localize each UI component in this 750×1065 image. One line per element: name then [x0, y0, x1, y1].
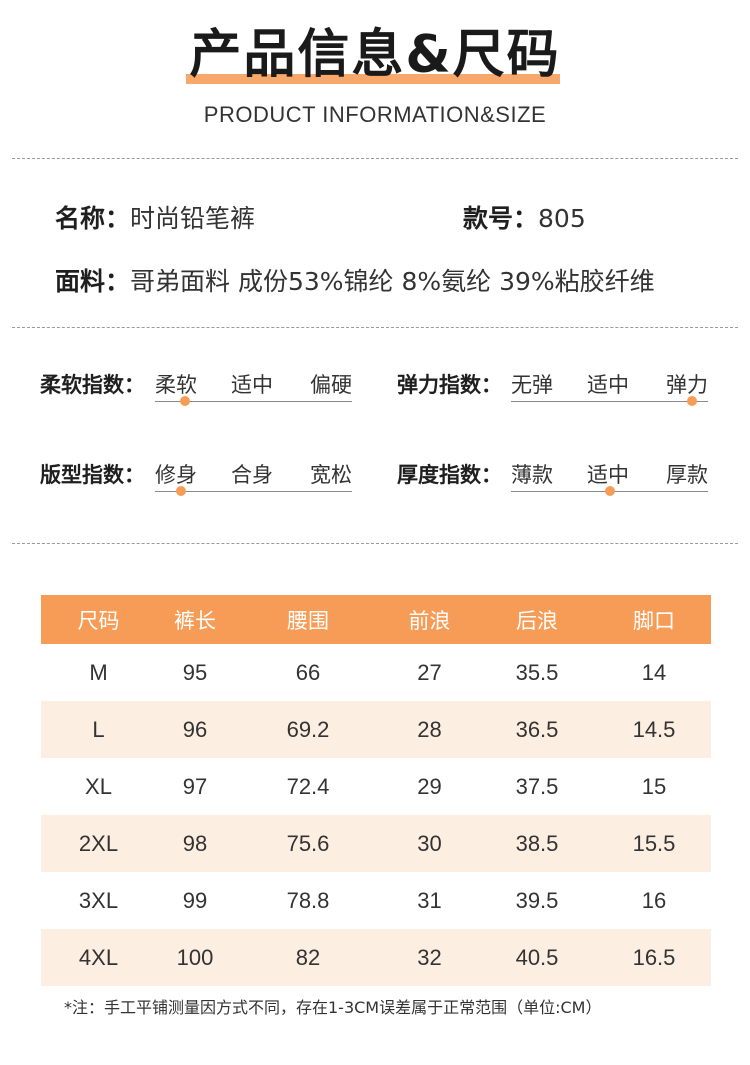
- softness-label: 柔软指数：: [40, 373, 145, 397]
- cell-waist: 78.8: [286, 887, 330, 913]
- divider-1: [12, 158, 738, 159]
- title-underline: [186, 74, 560, 84]
- elasticity-track: [511, 401, 708, 402]
- elasticity-option-3: 弹力: [666, 373, 708, 397]
- cell-back-rise: 40.5: [477, 929, 597, 986]
- fit-label: 版型指数：: [40, 463, 145, 487]
- product-name: 名称：时尚铅笔裤: [55, 199, 255, 235]
- fabric-key: 面料：: [55, 267, 131, 296]
- elasticity-indicator-dot: [687, 396, 698, 406]
- fit-option-2: 合身: [231, 463, 273, 487]
- cell-front-rise: 30: [382, 815, 477, 872]
- divider-2: [12, 327, 738, 328]
- cell-leg-opening: 14.5: [597, 701, 711, 758]
- cell-front-rise: 32: [382, 929, 477, 986]
- elasticity-scale: 无弹 适中 弹力: [511, 369, 708, 409]
- table-row: M 95 66 27 35.5 14: [41, 644, 711, 701]
- cell-waist: 72.4: [286, 773, 330, 799]
- table-row: 2XL 98 75.6 30 38.5 15.5: [41, 815, 711, 872]
- cell-leg-opening: 14: [641, 659, 667, 685]
- size-table: 尺码 裤长 腰围 前浪 后浪 脚口 M 95 66 27 35.5 14 L 9…: [41, 595, 711, 986]
- cell-size: 4XL: [41, 929, 156, 986]
- elasticity-option-1: 无弹: [511, 373, 553, 397]
- cell-back-rise: 37.5: [515, 773, 559, 799]
- product-name-value: 时尚铅笔裤: [130, 204, 256, 233]
- cell-size: 3XL: [78, 887, 119, 913]
- cell-length: 98: [156, 815, 234, 872]
- cell-waist: 69.2: [234, 701, 382, 758]
- size-table-header: 尺码 裤长 腰围 前浪 后浪 脚口: [41, 595, 711, 644]
- cell-leg-opening: 15: [641, 773, 667, 799]
- softness-indicator-dot: [179, 396, 190, 406]
- cell-waist: 75.6: [234, 815, 382, 872]
- cell-back-rise: 36.5: [477, 701, 597, 758]
- table-row: L 96 69.2 28 36.5 14.5: [41, 701, 711, 758]
- thickness-option-1: 薄款: [511, 463, 553, 487]
- table-row: 3XL 99 78.8 31 39.5 16: [41, 872, 711, 929]
- softness-option-1: 柔软: [155, 373, 197, 397]
- style-number: 款号：805: [463, 199, 586, 235]
- fit-option-3: 宽松: [310, 463, 352, 487]
- cell-front-rise: 29: [417, 773, 442, 799]
- header-front-rise: 前浪: [382, 595, 477, 644]
- cell-back-rise: 39.5: [515, 887, 559, 913]
- thickness-option-2: 适中: [587, 463, 629, 487]
- softness-track: [155, 401, 352, 402]
- fabric-value: 哥弟面料 成份53%锦纶 8%氨纶 39%粘胶纤维: [130, 267, 655, 296]
- softness-option-2: 适中: [231, 373, 273, 397]
- cell-front-rise: 27: [417, 659, 442, 685]
- cell-leg-opening: 16.5: [597, 929, 711, 986]
- page-title: 产品信息&尺码: [189, 25, 561, 85]
- cell-leg-opening: 16: [641, 887, 667, 913]
- table-row: 4XL 100 82 32 40.5 16.5: [41, 929, 711, 986]
- style-number-key: 款号：: [463, 204, 539, 233]
- cell-length: 99: [182, 887, 208, 913]
- fit-indicator-dot: [175, 486, 186, 496]
- cell-length: 100: [156, 929, 234, 986]
- style-number-value: 805: [538, 204, 586, 233]
- header-leg-opening: 脚口: [597, 595, 711, 644]
- elasticity-option-2: 适中: [587, 373, 629, 397]
- cell-waist: 82: [234, 929, 382, 986]
- cell-length: 96: [156, 701, 234, 758]
- cell-size: 2XL: [41, 815, 156, 872]
- cell-front-rise: 31: [417, 887, 442, 913]
- cell-front-rise: 28: [382, 701, 477, 758]
- cell-length: 95: [182, 659, 208, 685]
- measurement-note: *注：手工平铺测量因方式不同，存在1-3CM误差属于正常范围（单位:CM）: [64, 998, 602, 1017]
- fit-scale: 修身 合身 宽松: [155, 459, 352, 499]
- divider-3: [12, 543, 738, 544]
- cell-leg-opening: 15.5: [597, 815, 711, 872]
- fit-option-1: 修身: [155, 463, 197, 487]
- cell-size: XL: [85, 773, 112, 799]
- cell-back-rise: 38.5: [477, 815, 597, 872]
- header-waist: 腰围: [234, 595, 382, 644]
- fabric-info: 面料：哥弟面料 成份53%锦纶 8%氨纶 39%粘胶纤维: [55, 262, 655, 298]
- page-subtitle: PRODUCT INFORMATION&SIZE: [203, 102, 547, 127]
- header-back-rise: 后浪: [477, 595, 597, 644]
- thickness-indicator-dot: [604, 486, 615, 496]
- cell-length: 97: [182, 773, 208, 799]
- header-length: 裤长: [156, 595, 234, 644]
- header-size: 尺码: [41, 595, 156, 644]
- elasticity-label: 弹力指数：: [397, 373, 502, 397]
- cell-size: M: [89, 659, 108, 685]
- thickness-label: 厚度指数：: [397, 463, 502, 487]
- softness-scale: 柔软 适中 偏硬: [155, 369, 352, 409]
- thickness-option-3: 厚款: [666, 463, 708, 487]
- fit-track: [155, 491, 352, 492]
- softness-option-3: 偏硬: [310, 373, 352, 397]
- cell-waist: 66: [295, 659, 321, 685]
- thickness-scale: 薄款 适中 厚款: [511, 459, 708, 499]
- table-row: XL 97 72.4 29 37.5 15: [41, 758, 711, 815]
- product-name-key: 名称：: [55, 204, 131, 233]
- cell-back-rise: 35.5: [515, 659, 559, 685]
- cell-size: L: [41, 701, 156, 758]
